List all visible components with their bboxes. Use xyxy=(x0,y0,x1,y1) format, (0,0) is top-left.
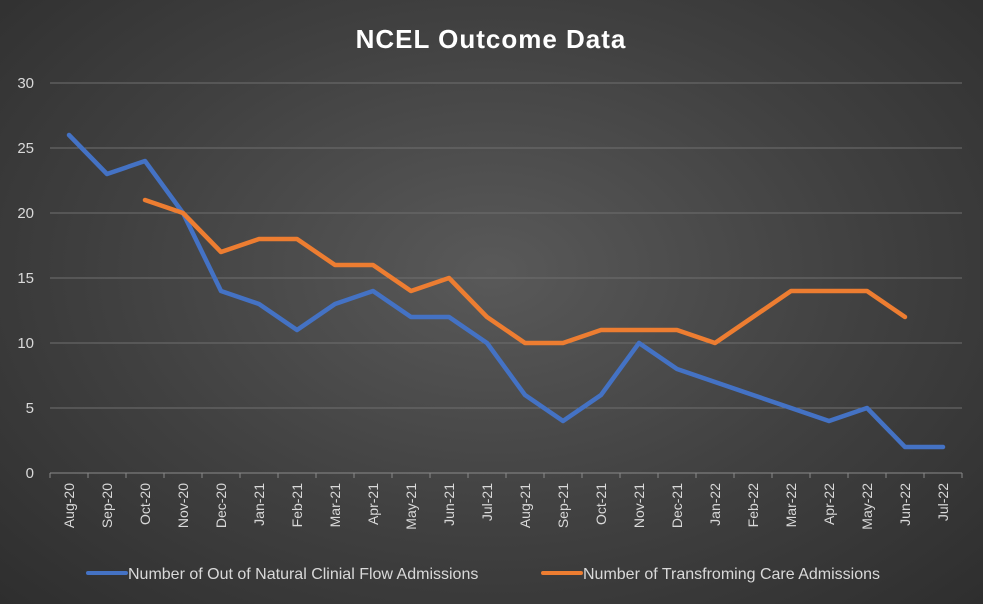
x-tick-label: Apr-21 xyxy=(365,483,381,525)
series-lines xyxy=(66,132,946,450)
x-axis-ticks: Aug-20 Sep-20 Oct-20 Nov-20 Dec-20 Jan-21 Feb-… xyxy=(49,473,963,530)
series-line-0 xyxy=(66,132,946,450)
y-tick-label: 25 xyxy=(17,140,34,157)
y-tick-label: 30 xyxy=(17,75,34,92)
legend-label-out-of-natural-flow: Number of Out of Natural Clinial Flow Ad… xyxy=(128,566,478,583)
chart-title: NCEL Outcome Data xyxy=(356,24,627,54)
x-tick-label: Oct-21 xyxy=(593,483,609,525)
x-tick-label: Nov-20 xyxy=(175,483,191,528)
x-tick-label: Aug-20 xyxy=(61,483,77,528)
y-tick-label: 20 xyxy=(17,205,34,222)
y-tick-label: 0 xyxy=(26,465,34,482)
x-tick-label: Jul-21 xyxy=(479,483,495,521)
x-tick-label: Sep-20 xyxy=(99,483,115,528)
x-tick-label: Jan-21 xyxy=(251,483,267,526)
x-tick-label: Feb-21 xyxy=(289,483,305,528)
legend: Number of Out of Natural Clinial Flow Ad… xyxy=(86,566,880,583)
x-tick-label: Feb-22 xyxy=(745,483,761,528)
y-tick-label: 10 xyxy=(17,335,34,352)
x-tick-label: Jun-21 xyxy=(441,483,457,526)
gridlines xyxy=(50,82,962,474)
x-tick-label: May-22 xyxy=(859,483,875,530)
x-tick-label: Apr-22 xyxy=(821,483,837,525)
x-tick-label: Mar-22 xyxy=(783,483,799,528)
y-axis-ticks: 0 5 10 15 20 25 30 xyxy=(17,75,34,482)
x-tick-label: Mar-21 xyxy=(327,483,343,528)
series-line-1 xyxy=(142,197,908,346)
x-tick-label: Jun-22 xyxy=(897,483,913,526)
x-tick-label: Jan-22 xyxy=(707,483,723,526)
x-tick-label: Nov-21 xyxy=(631,483,647,528)
y-tick-label: 5 xyxy=(26,400,34,417)
legend-label-transforming-care: Number of Transfroming Care Admissions xyxy=(583,566,880,583)
x-tick-label: Sep-21 xyxy=(555,483,571,528)
x-tick-label: May-21 xyxy=(403,483,419,530)
x-tick-label: Dec-20 xyxy=(213,483,229,528)
x-tick-label: Jul-22 xyxy=(935,483,951,521)
x-tick-label: Aug-21 xyxy=(517,483,533,528)
x-tick-label: Dec-21 xyxy=(669,483,685,528)
x-tick-label: Oct-20 xyxy=(137,483,153,525)
y-tick-label: 15 xyxy=(17,270,34,287)
